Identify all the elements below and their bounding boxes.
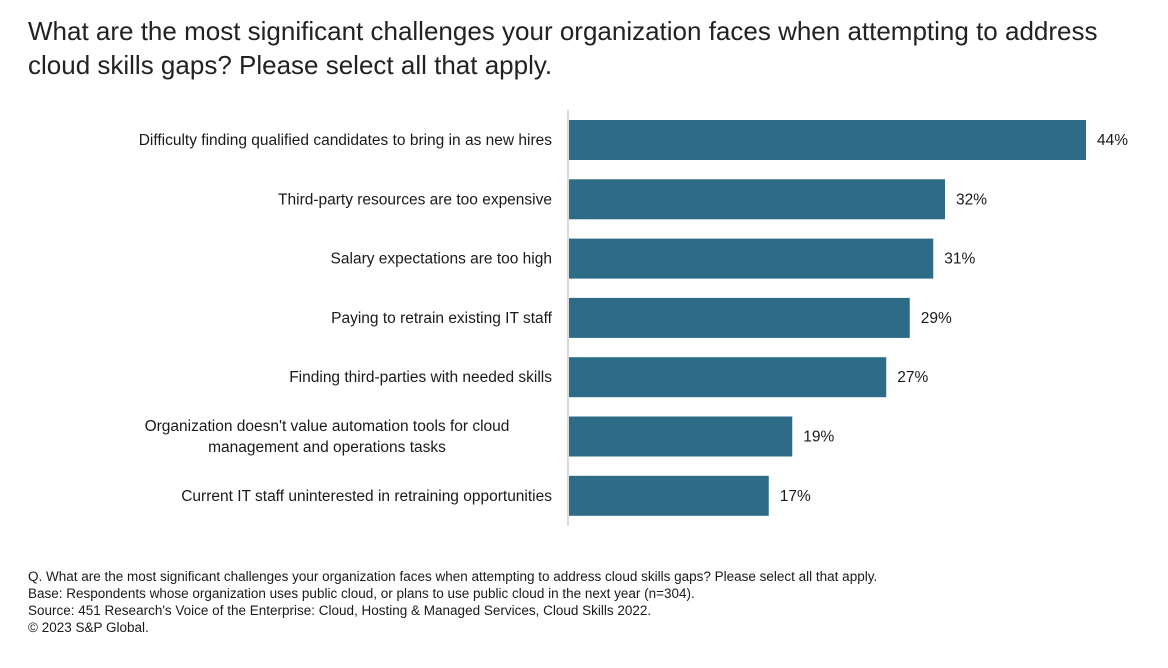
bar [569, 297, 910, 338]
footnotes: Q. What are the most significant challen… [28, 568, 877, 636]
bar [569, 416, 793, 457]
category-label: Third-party resources are too expensive [278, 191, 552, 208]
bar-value-label: 17% [780, 488, 811, 505]
category-label: Current IT staff uninterested in retrain… [181, 488, 552, 505]
bar-chart: 44% Difficulty finding qualified candidat… [139, 110, 1128, 526]
footnote-base: Base: Respondents whose organization use… [28, 586, 695, 601]
bar [569, 238, 934, 279]
bar-value-label: 29% [921, 310, 952, 327]
footnote-question: Q. What are the most significant challen… [28, 569, 878, 584]
bar-value-label: 19% [803, 429, 834, 446]
chart-title: What are the most significant challenges… [28, 16, 1098, 80]
bar [569, 357, 887, 398]
category-label: Difficulty finding qualified candidates … [139, 132, 553, 149]
bar-value-label: 44% [1097, 132, 1128, 149]
footnote-source: Source: 451 Research's Voice of the Ente… [28, 603, 652, 618]
category-label: Organization doesn't value automation to… [145, 418, 510, 435]
category-label: management and operations tasks [208, 439, 446, 456]
category-label: Paying to retrain existing IT staff [331, 310, 553, 327]
category-label: Salary expectations are too high [331, 251, 552, 268]
bar [569, 475, 769, 516]
category-label: Finding third-parties with needed skills [289, 369, 552, 386]
bar-value-label: 27% [897, 369, 928, 386]
bar-value-label: 32% [956, 191, 987, 208]
bar [569, 179, 945, 220]
footnote-copyright: © 2023 S&P Global. [28, 620, 149, 635]
bar-value-label: 31% [944, 251, 975, 268]
bar [569, 120, 1086, 160]
